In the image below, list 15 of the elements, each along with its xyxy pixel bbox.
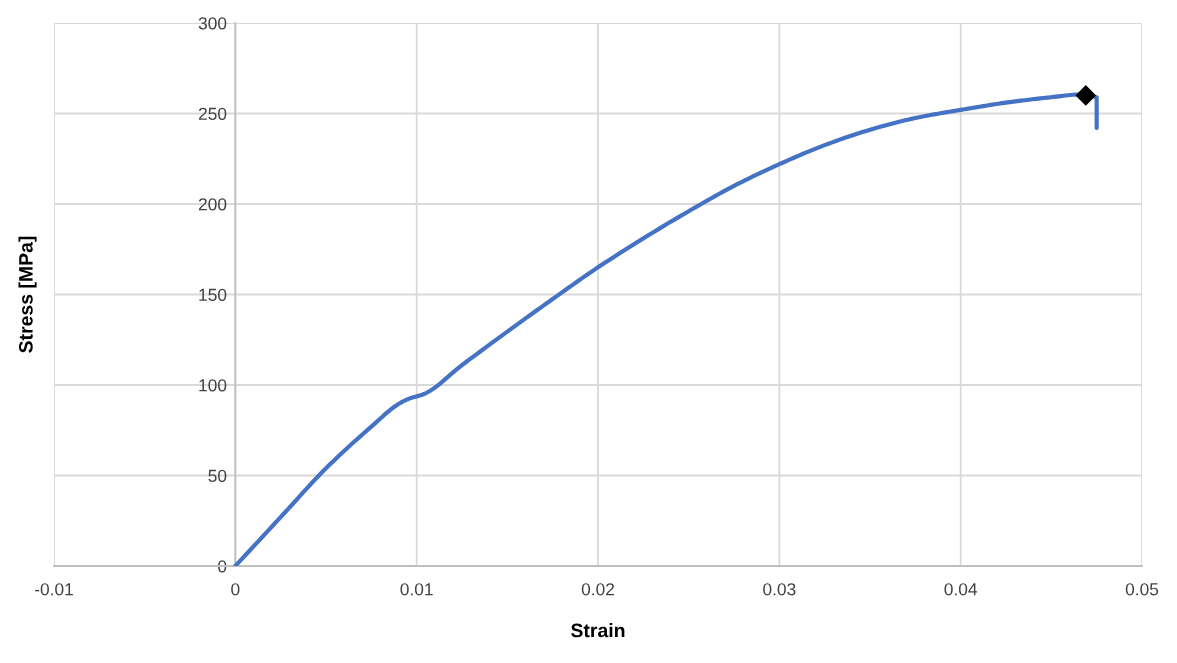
y-tick-label: 50 [208, 469, 227, 482]
y-tick-label: 150 [199, 288, 227, 301]
y-axis-title: Stress [MPa] [18, 236, 37, 353]
x-axis-title: Strain [571, 623, 625, 638]
x-tick-label: 0.02 [581, 583, 615, 596]
y-tick-label: 250 [198, 107, 227, 120]
x-tick-label: 0.04 [944, 583, 978, 596]
x-tick-label: 0.03 [763, 583, 796, 596]
x-tick-label: 0 [231, 583, 240, 596]
x-tick-label: 0.05 [1125, 583, 1159, 596]
y-tick-label: 200 [198, 198, 227, 211]
y-tick-label: 100 [199, 379, 227, 392]
y-tick-label: 300 [198, 17, 227, 30]
x-tick-label: -0.01 [34, 583, 73, 596]
x-tick-label: 0.01 [400, 583, 433, 596]
